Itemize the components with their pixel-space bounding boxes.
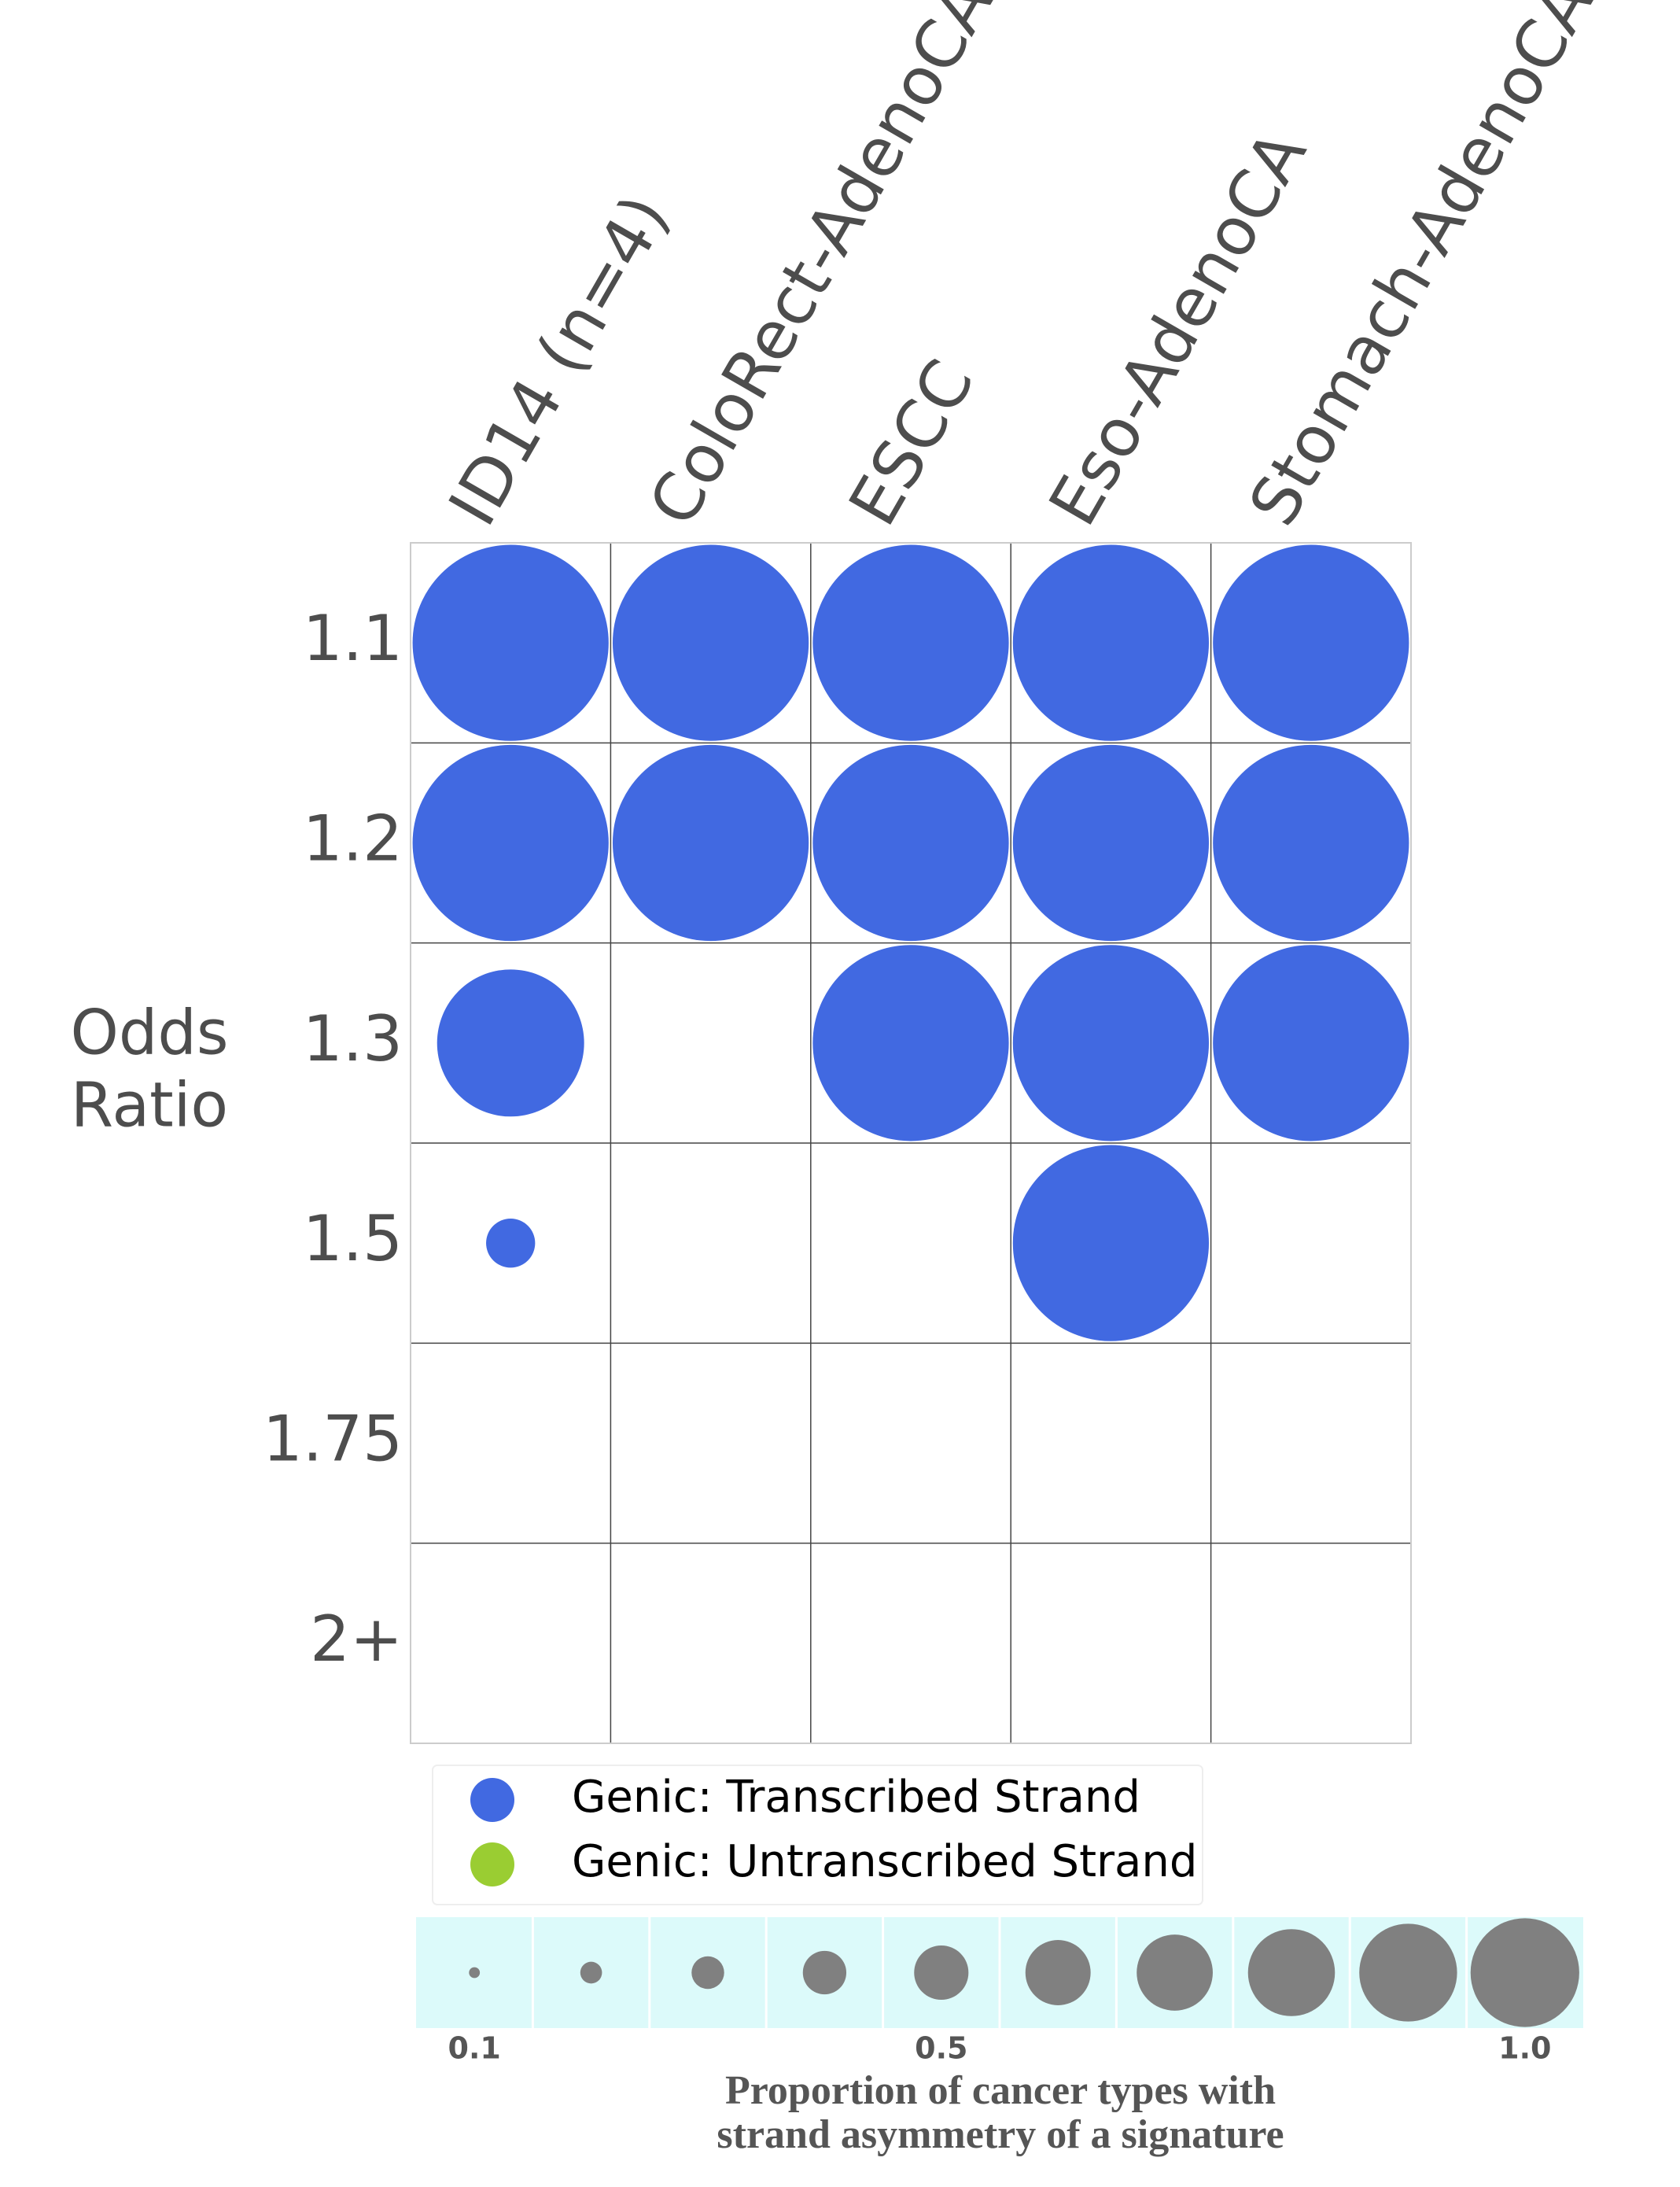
y-axis-label: Odds [70, 998, 228, 1068]
size-legend-bubble [691, 1956, 724, 1990]
bubble [1012, 945, 1210, 1141]
bubble [612, 544, 809, 741]
size-legend-bubble [914, 1945, 969, 2001]
size-legend-bubble [580, 1961, 602, 1984]
size-legend-bubble [1137, 1934, 1213, 2011]
bubble [812, 744, 1009, 942]
size-legend-tick-label: 0.1 [448, 2031, 501, 2066]
bubble [1213, 544, 1409, 741]
size-legend-title: Proportion of cancer types with [725, 2068, 1276, 2113]
row-label: 1.75 [263, 1402, 403, 1475]
bubble [812, 544, 1009, 741]
size-legend-bubble [1359, 1923, 1457, 2022]
size-legend-bubble [1247, 1929, 1336, 2016]
plot-border [410, 542, 1412, 1744]
row-label: 1.2 [303, 802, 403, 875]
y-axis-label: Ratio [71, 1070, 228, 1141]
bubble [412, 744, 609, 942]
bubble [412, 544, 609, 741]
legend-marker [470, 1778, 514, 1822]
bubble [437, 969, 584, 1117]
bubble [1012, 744, 1210, 942]
bubble [612, 744, 809, 942]
size-legend-tick-label: 0.5 [915, 2031, 967, 2066]
size-legend-bubble [469, 1967, 481, 1979]
size-legend-title: strand asymmetry of a signature [717, 2112, 1284, 2157]
bubble [1213, 744, 1409, 942]
bubble [486, 1219, 536, 1268]
row-label: 1.3 [303, 1002, 403, 1075]
legend-box [432, 1765, 1203, 1905]
row-label: 2+ [310, 1602, 403, 1676]
bubble [812, 945, 1009, 1141]
size-legend-bubble [1470, 1918, 1579, 2027]
size-legend-tick-label: 1.0 [1498, 2031, 1551, 2066]
size-legend-bubble [802, 1950, 847, 1995]
bubble [1012, 1145, 1210, 1341]
bubble [1012, 544, 1210, 741]
row-label: 1.1 [303, 602, 403, 675]
legend-label: Genic: Untranscribed Strand [572, 1836, 1197, 1887]
size-legend-bubble [1025, 1940, 1091, 2005]
row-label: 1.5 [303, 1202, 403, 1275]
legend-marker [470, 1842, 514, 1886]
bubble [1213, 945, 1409, 1141]
legend-label: Genic: Transcribed Strand [572, 1772, 1140, 1823]
